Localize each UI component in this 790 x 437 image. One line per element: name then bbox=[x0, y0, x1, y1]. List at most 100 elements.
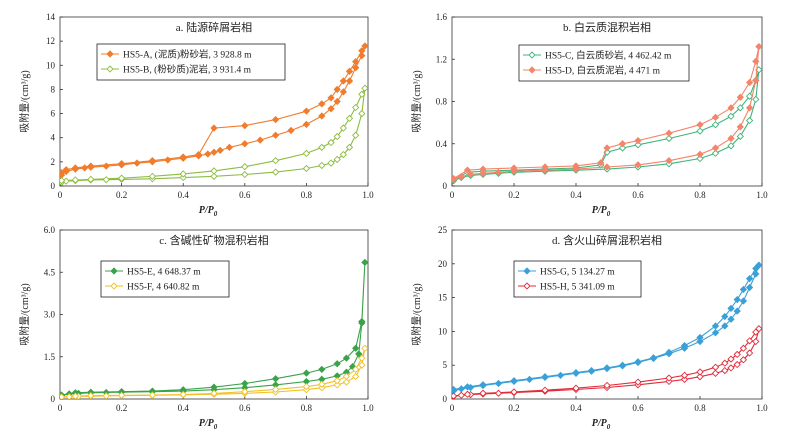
data-point bbox=[727, 355, 735, 363]
data-point bbox=[665, 134, 673, 143]
data-point bbox=[463, 166, 472, 174]
data-point bbox=[352, 372, 360, 381]
data-point bbox=[302, 149, 311, 158]
data-point bbox=[179, 153, 187, 161]
data-point bbox=[721, 366, 729, 375]
data-point bbox=[721, 322, 729, 330]
data-point bbox=[339, 150, 347, 159]
x-axis-label-subscript: 0 bbox=[607, 423, 611, 431]
data-point bbox=[587, 366, 596, 375]
data-point bbox=[358, 47, 366, 55]
data-point bbox=[711, 113, 720, 121]
y-axis-label: 吸附量/(cm³/g) bbox=[18, 70, 31, 132]
data-point bbox=[345, 67, 354, 75]
data-point bbox=[479, 389, 487, 397]
y-tick-label: 4 bbox=[51, 133, 56, 143]
data-point bbox=[358, 109, 366, 118]
y-tick-label: 0 bbox=[443, 181, 448, 191]
data-point bbox=[755, 42, 762, 51]
series-2 bbox=[452, 325, 762, 399]
data-point bbox=[210, 148, 218, 156]
chart-title: c. 含碱性矿物混积岩相 bbox=[159, 233, 268, 247]
data-point bbox=[457, 172, 465, 181]
plot-frame bbox=[59, 229, 369, 400]
data-point bbox=[457, 385, 465, 393]
data-point bbox=[194, 150, 203, 159]
data-point bbox=[345, 143, 354, 152]
x-tick-label: 0.6 bbox=[239, 190, 251, 200]
legend-entry: HS5-H, 5 341.09 m bbox=[540, 283, 615, 293]
chart-panel-3: 0 0.2 0.4 0.6 0.8 1.0 0 1.5 3.0 4.5 6.0 c. 含碱性矿物混积岩… bbox=[18, 225, 374, 431]
data-point bbox=[179, 390, 187, 399]
legend-marker bbox=[528, 66, 536, 74]
data-point bbox=[148, 391, 157, 399]
data-point bbox=[271, 115, 280, 124]
data-point bbox=[739, 285, 748, 294]
x-tick-label: 0.4 bbox=[178, 403, 190, 413]
data-point bbox=[711, 144, 720, 152]
data-point bbox=[327, 138, 335, 147]
data-point bbox=[339, 88, 347, 96]
x-tick-label: 0.8 bbox=[694, 403, 706, 413]
data-point bbox=[752, 264, 760, 273]
data-point bbox=[572, 384, 580, 392]
data-point bbox=[87, 175, 95, 183]
x-axis-label-subscript: 0 bbox=[214, 423, 218, 431]
x-tick-label: 0.6 bbox=[239, 403, 251, 413]
data-point bbox=[60, 176, 66, 185]
x-tick-label: 0.4 bbox=[570, 403, 582, 413]
x-tick-label: 0.2 bbox=[508, 190, 519, 200]
data-point bbox=[271, 168, 280, 176]
data-point bbox=[333, 97, 341, 106]
x-axis-label-main: P/P bbox=[592, 418, 608, 429]
data-point bbox=[352, 103, 360, 112]
data-point bbox=[736, 93, 744, 101]
data-point bbox=[745, 78, 754, 87]
data-point bbox=[133, 159, 141, 167]
data-point bbox=[352, 365, 360, 374]
data-point bbox=[62, 166, 70, 174]
legend-marker bbox=[528, 51, 536, 59]
data-point bbox=[71, 164, 80, 172]
data-point bbox=[603, 381, 611, 390]
x-tick-label: 1.0 bbox=[362, 403, 374, 413]
legend-marker bbox=[523, 267, 531, 275]
y-tick-label: 0 bbox=[51, 394, 56, 404]
y-axis-label: 吸附量/(cm³/g) bbox=[410, 283, 423, 345]
data-point bbox=[318, 161, 326, 170]
data-point bbox=[463, 383, 472, 391]
data-point bbox=[727, 304, 735, 313]
data-point bbox=[210, 389, 218, 398]
data-point bbox=[479, 169, 487, 177]
y-tick-label: 8 bbox=[51, 84, 56, 94]
data-point bbox=[745, 349, 754, 357]
data-point bbox=[87, 162, 95, 170]
data-point bbox=[696, 368, 704, 376]
x-axis-label-main: P/P bbox=[199, 418, 215, 429]
data-point bbox=[745, 104, 754, 112]
data-point bbox=[327, 94, 335, 102]
data-point bbox=[510, 388, 518, 396]
y-tick-label: 10 bbox=[438, 326, 448, 336]
data-point bbox=[680, 341, 689, 350]
data-point bbox=[241, 388, 249, 396]
data-point bbox=[117, 391, 126, 399]
data-point bbox=[618, 361, 627, 369]
legend-entry: HS5-B, (粉砂质)泥岩, 3 931.4 m bbox=[123, 64, 252, 76]
series-1 bbox=[452, 261, 762, 395]
data-point bbox=[618, 144, 627, 152]
data-point bbox=[241, 163, 249, 171]
x-tick-label: 1.0 bbox=[362, 190, 374, 200]
data-point bbox=[241, 379, 249, 388]
data-point bbox=[241, 122, 249, 130]
data-point bbox=[352, 58, 360, 66]
data-point bbox=[510, 377, 518, 385]
data-point bbox=[164, 156, 172, 164]
x-tick-label: 0.4 bbox=[570, 190, 582, 200]
x-axis-label: P/P0 bbox=[592, 205, 611, 218]
legend-marker bbox=[106, 65, 114, 73]
data-point bbox=[727, 364, 735, 372]
data-point bbox=[333, 381, 341, 389]
